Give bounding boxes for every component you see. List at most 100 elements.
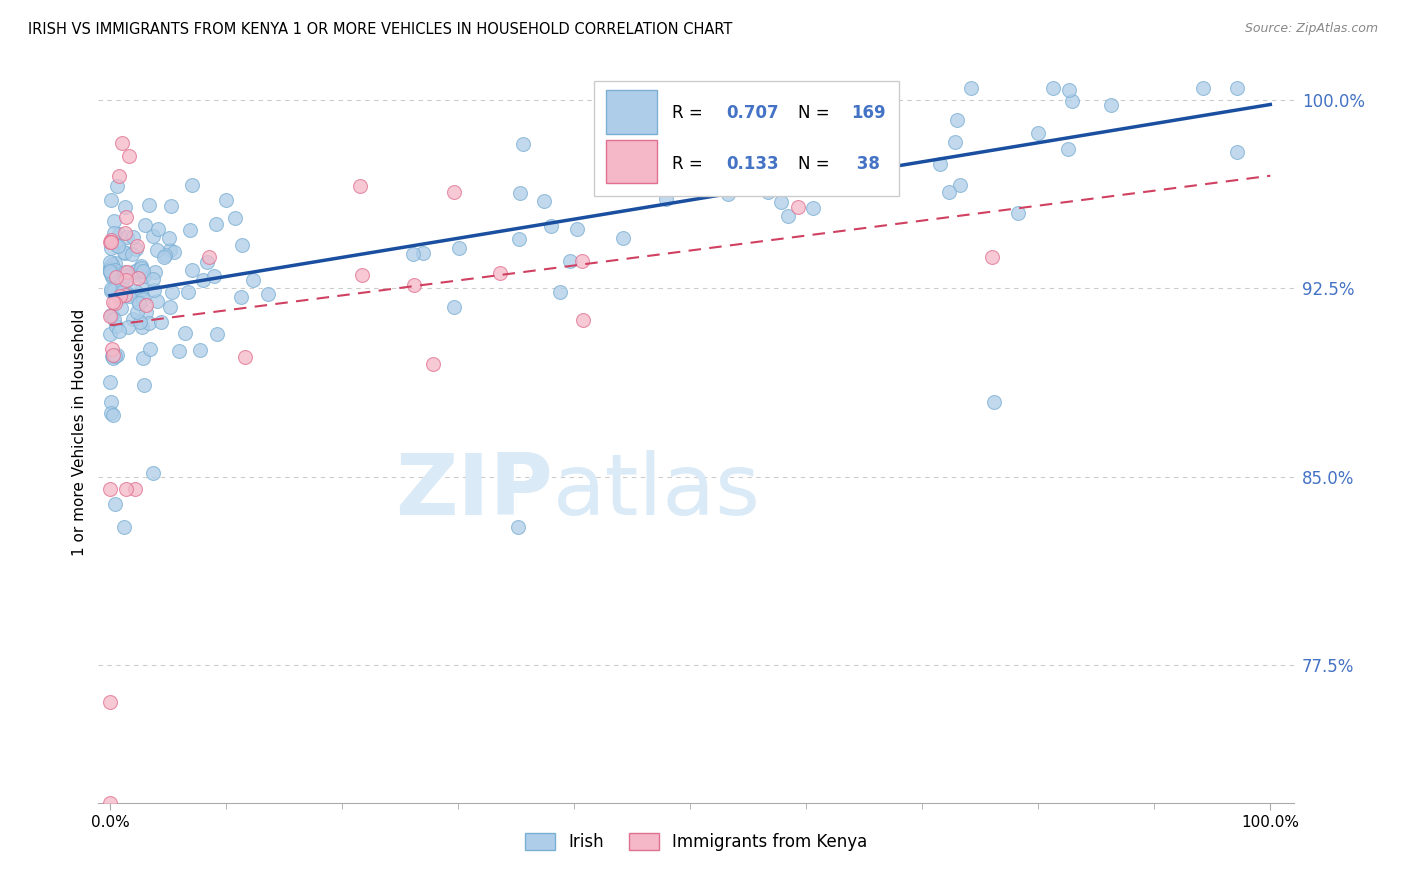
Point [127, 293, 149, 308]
Point [110, 280, 132, 294]
Point [488, 267, 510, 281]
Point [202, 268, 225, 283]
Point [233, 350, 256, 364]
Point [115, 230, 138, 244]
Point [134, 218, 156, 232]
Point [845, 137, 868, 152]
Point [98, 262, 121, 277]
Point [179, 222, 201, 236]
Point [231, 237, 253, 252]
Point [180, 263, 202, 277]
Text: ZIP: ZIP [395, 450, 553, 533]
Point [105, 286, 128, 301]
Point [115, 210, 138, 224]
Point [512, 136, 534, 151]
Point [98, 260, 121, 275]
Point [138, 316, 160, 330]
Point [101, 349, 124, 363]
Point [100, 695, 122, 709]
Point [131, 288, 153, 302]
Point [207, 326, 229, 341]
Point [103, 312, 125, 326]
Point [508, 520, 530, 534]
Point [509, 186, 531, 200]
Point [443, 186, 465, 200]
Point [612, 231, 634, 245]
Point [174, 326, 197, 340]
Point [104, 255, 127, 269]
Point [139, 343, 162, 357]
Point [100, 406, 122, 420]
Point [167, 344, 190, 359]
Point [98, 796, 121, 810]
Point [127, 271, 149, 285]
Point [756, 185, 779, 199]
Point [114, 273, 136, 287]
Point [152, 250, 174, 264]
Point [100, 308, 122, 322]
Point [125, 239, 148, 253]
Point [100, 264, 122, 278]
Point [533, 194, 555, 209]
Point [613, 168, 636, 182]
Point [118, 289, 141, 303]
Text: Source: ZipAtlas.com: Source: ZipAtlas.com [1244, 22, 1378, 36]
Point [163, 244, 186, 259]
Point [773, 146, 796, 161]
Point [100, 395, 122, 409]
Point [107, 238, 129, 252]
Point [669, 80, 692, 95]
Point [983, 394, 1005, 409]
Point [101, 261, 124, 276]
Point [100, 263, 122, 277]
Point [257, 287, 280, 301]
Point [150, 315, 173, 329]
Point [103, 408, 125, 422]
Point [98, 264, 121, 278]
Point [125, 263, 148, 277]
Point [141, 271, 163, 285]
Point [100, 284, 122, 298]
Point [565, 222, 588, 236]
Point [157, 231, 180, 245]
Point [131, 292, 153, 306]
Point [1042, 80, 1064, 95]
Point [114, 245, 136, 260]
Point [121, 247, 143, 261]
Point [717, 187, 740, 202]
Point [142, 229, 165, 244]
Point [688, 163, 710, 178]
Text: R =: R = [672, 154, 709, 172]
Point [412, 246, 434, 260]
Point [98, 482, 121, 496]
Point [111, 285, 134, 299]
Point [548, 285, 571, 299]
Point [215, 193, 238, 207]
Point [98, 376, 121, 390]
Point [114, 200, 136, 214]
Point [980, 251, 1002, 265]
Point [1192, 80, 1215, 95]
Point [105, 237, 128, 252]
Point [122, 268, 145, 282]
Text: 169: 169 [852, 104, 886, 122]
Point [786, 200, 808, 214]
Point [1007, 206, 1029, 220]
Point [114, 265, 136, 279]
Point [224, 211, 246, 226]
Point [128, 315, 150, 329]
Point [124, 285, 146, 299]
Point [422, 357, 444, 371]
Point [131, 319, 153, 334]
Point [1057, 82, 1080, 96]
Text: IRISH VS IMMIGRANTS FROM KENYA 1 OR MORE VEHICLES IN HOUSEHOLD CORRELATION CHART: IRISH VS IMMIGRANTS FROM KENYA 1 OR MORE… [28, 22, 733, 37]
Point [104, 349, 127, 363]
Point [146, 293, 169, 308]
Point [103, 214, 125, 228]
Point [949, 178, 972, 192]
Point [135, 298, 157, 312]
Point [111, 276, 134, 290]
Point [177, 285, 200, 300]
Point [142, 466, 165, 480]
Point [104, 497, 127, 511]
